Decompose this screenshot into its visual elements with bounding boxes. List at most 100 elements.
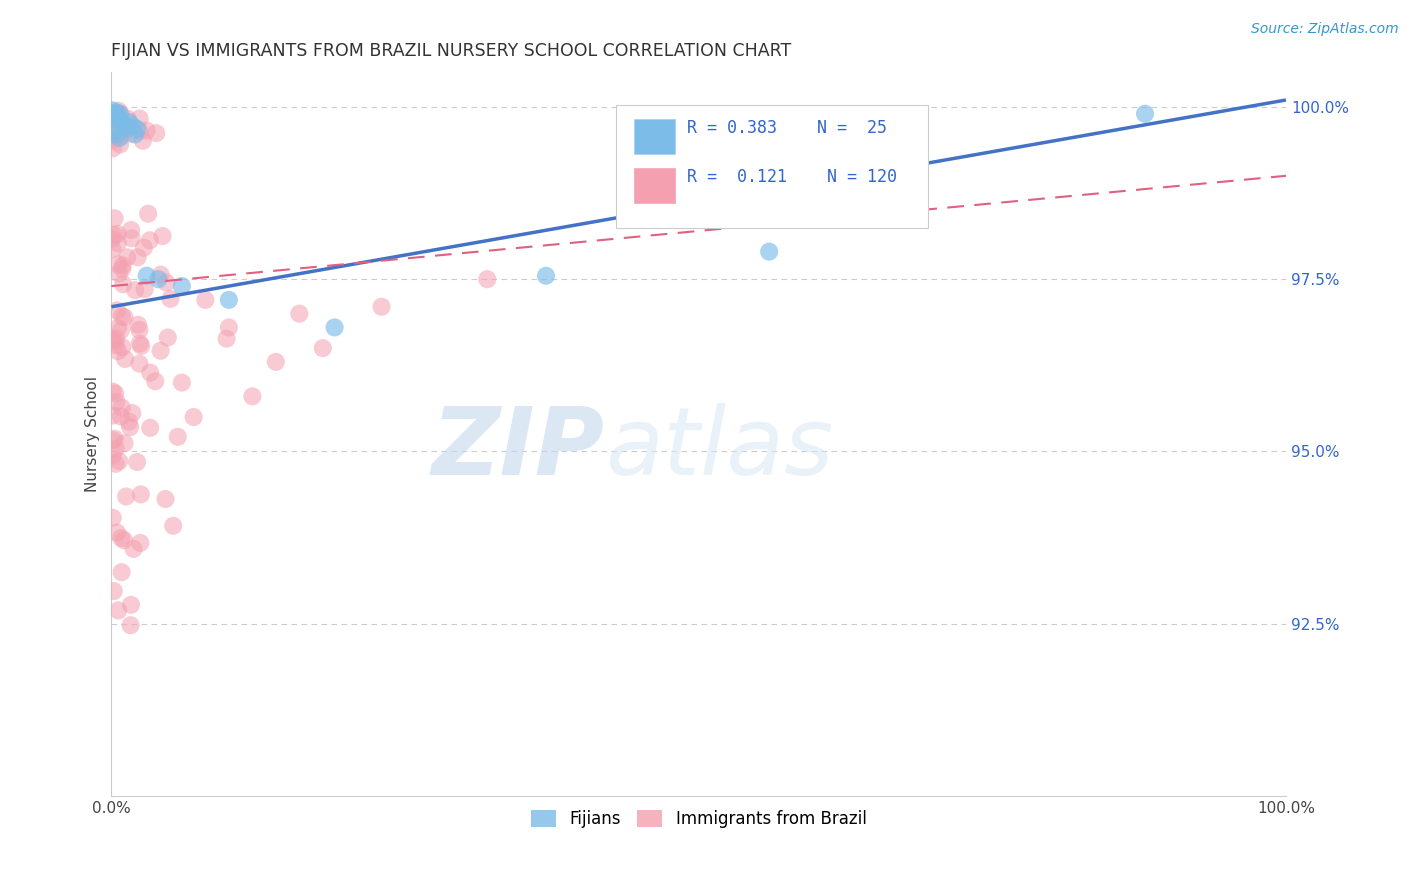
Point: [115, 250, 138, 264]
Point: [110, 120, 132, 134]
Point: [101, 103, 124, 118]
Point: [134, 282, 156, 296]
Point: [127, 318, 149, 332]
Point: [108, 112, 131, 127]
Point: [104, 457, 127, 471]
Point: [121, 231, 143, 245]
Text: atlas: atlas: [605, 403, 832, 494]
Point: [101, 128, 124, 143]
Point: [110, 323, 132, 337]
Point: [148, 272, 170, 286]
Point: [128, 323, 150, 337]
Point: [139, 366, 162, 380]
Text: R = 0.383    N =  25: R = 0.383 N = 25: [688, 120, 887, 137]
Point: [105, 303, 128, 318]
Point: [107, 603, 129, 617]
Point: [103, 115, 125, 129]
Point: [170, 279, 193, 293]
Point: [155, 491, 177, 506]
Point: [127, 250, 149, 264]
Point: [127, 122, 149, 136]
Text: FIJIAN VS IMMIGRANTS FROM BRAZIL NURSERY SCHOOL CORRELATION CHART: FIJIAN VS IMMIGRANTS FROM BRAZIL NURSERY…: [111, 42, 792, 60]
Point: [104, 432, 127, 446]
Point: [103, 110, 125, 124]
Point: [477, 272, 499, 286]
Point: [101, 111, 124, 125]
Point: [129, 487, 152, 501]
Point: [105, 108, 128, 122]
Point: [120, 223, 142, 237]
Point: [101, 434, 124, 448]
Point: [152, 229, 174, 244]
Point: [103, 227, 125, 242]
Point: [156, 330, 179, 344]
Point: [122, 541, 145, 556]
Point: [145, 126, 167, 140]
Point: [112, 533, 135, 548]
Point: [108, 131, 131, 145]
Point: [129, 339, 152, 353]
Point: [112, 277, 135, 292]
Bar: [634, 120, 675, 154]
Point: [132, 134, 155, 148]
Point: [105, 105, 128, 120]
Point: [110, 113, 132, 128]
Point: [107, 103, 129, 118]
Point: [101, 141, 124, 155]
Point: [124, 128, 146, 142]
Point: [105, 128, 128, 142]
Point: [155, 276, 177, 290]
Point: [128, 336, 150, 351]
Point: [111, 340, 134, 354]
Point: [108, 107, 131, 121]
Point: [120, 420, 142, 434]
Point: [107, 126, 129, 140]
Point: [105, 332, 128, 346]
Bar: [634, 168, 675, 202]
Point: [110, 531, 132, 545]
Y-axis label: Nursery School: Nursery School: [86, 376, 100, 492]
Point: [107, 236, 129, 251]
Point: [112, 310, 135, 325]
Legend: Fijians, Immigrants from Brazil: Fijians, Immigrants from Brazil: [524, 804, 873, 835]
Point: [107, 257, 129, 271]
Point: [104, 118, 127, 132]
Point: [101, 384, 124, 399]
Point: [104, 122, 127, 136]
Point: [118, 115, 141, 129]
Point: [114, 120, 136, 135]
Point: [128, 357, 150, 371]
Point: [107, 344, 129, 359]
Point: [143, 374, 166, 388]
Point: [124, 283, 146, 297]
Point: [103, 584, 125, 599]
Point: [110, 106, 132, 120]
Point: [101, 133, 124, 147]
Point: [132, 241, 155, 255]
Point: [120, 127, 142, 141]
Point: [103, 124, 125, 138]
Point: [149, 268, 172, 282]
Point: [108, 110, 131, 124]
Point: [111, 310, 134, 324]
Point: [183, 410, 205, 425]
Point: [101, 449, 124, 463]
Point: [194, 293, 217, 307]
Point: [264, 355, 287, 369]
Point: [101, 333, 124, 347]
Point: [108, 137, 131, 152]
FancyBboxPatch shape: [616, 105, 928, 228]
Point: [103, 124, 125, 138]
Point: [120, 598, 142, 612]
Point: [758, 244, 780, 259]
Point: [101, 511, 124, 525]
Point: [240, 389, 263, 403]
Point: [215, 332, 238, 346]
Point: [105, 114, 128, 128]
Point: [135, 123, 157, 137]
Point: [101, 242, 124, 256]
Text: ZIP: ZIP: [432, 402, 605, 495]
Point: [170, 376, 193, 390]
Point: [101, 126, 124, 140]
Point: [118, 415, 141, 429]
